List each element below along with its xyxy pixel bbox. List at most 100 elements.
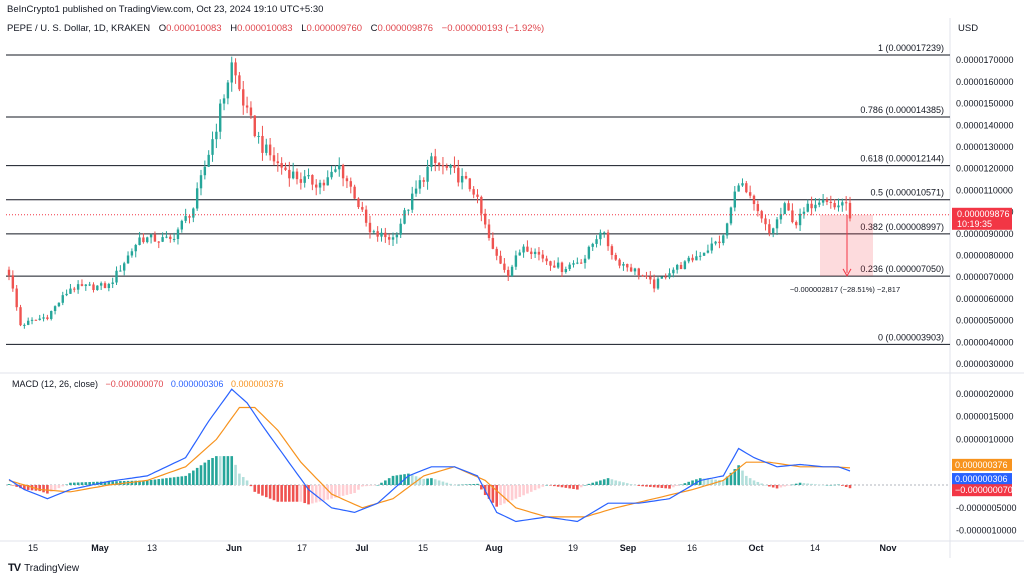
candle-body xyxy=(311,175,314,185)
candle-body xyxy=(234,62,237,76)
macd-histogram-bar xyxy=(176,476,180,485)
macd-histogram-bar xyxy=(345,485,349,495)
macd-histogram-bar xyxy=(314,485,318,503)
candle-body xyxy=(679,264,683,270)
macd-histogram-bar xyxy=(606,478,610,485)
price-tick-label: 0.0000170000 xyxy=(956,55,1014,65)
candle-body xyxy=(341,165,345,179)
macd-histogram-bar xyxy=(280,485,283,502)
macd-histogram-bar xyxy=(664,485,667,489)
macd-histogram-bar xyxy=(798,482,802,485)
candle-body xyxy=(245,105,249,108)
candle-body xyxy=(706,250,710,253)
macd-histogram-bar xyxy=(203,462,207,485)
candle-body xyxy=(364,209,368,223)
candle-body xyxy=(491,238,495,249)
macd-histogram-bar xyxy=(437,480,441,485)
macd-histogram-bar xyxy=(691,480,694,485)
macd-histogram-bar xyxy=(318,485,322,502)
candle-body xyxy=(353,186,356,199)
candle-body xyxy=(844,202,848,204)
macd-histogram-bar xyxy=(92,481,95,485)
candle-body xyxy=(537,251,541,255)
macd-histogram-bar xyxy=(395,475,399,485)
candle-body xyxy=(595,239,598,244)
candle-body xyxy=(222,98,226,104)
macd-histogram-bar xyxy=(833,484,836,486)
macd-histogram-bar xyxy=(806,483,810,485)
candle-body xyxy=(280,163,283,168)
macd-histogram-bar xyxy=(457,484,460,486)
macd-histogram-bar xyxy=(291,485,295,502)
macd-histogram-bar xyxy=(503,485,506,504)
tradingview-logo-icon: TV xyxy=(8,562,21,574)
candle-body xyxy=(430,156,433,167)
candle-body xyxy=(603,232,606,234)
macd-histogram-bar xyxy=(11,485,15,486)
macd-histogram-bar xyxy=(334,485,337,498)
candle-body xyxy=(207,154,210,167)
macd-tick-label: 0.0000015000 xyxy=(956,412,1014,422)
candle-body xyxy=(791,210,794,223)
macd-histogram-bar xyxy=(264,485,268,498)
candle-body xyxy=(219,103,222,132)
time-tick-label: 15 xyxy=(28,543,38,553)
candle-body xyxy=(57,302,61,307)
candle-body xyxy=(96,285,99,290)
fib-level-label: 0.236 (0.000007050) xyxy=(860,264,944,274)
macd-hist-value: −0.000000070 xyxy=(105,379,164,389)
macd-histogram-bar xyxy=(218,456,222,485)
macd-histogram-bar xyxy=(522,485,525,496)
price-tick-label: 0.0000050000 xyxy=(956,316,1014,326)
tradingview-brand[interactable]: TV TradingView xyxy=(8,562,79,574)
macd-histogram-bar xyxy=(652,485,656,488)
macd-histogram-bar xyxy=(253,485,257,492)
candle-body xyxy=(626,264,629,268)
candle-body xyxy=(587,246,591,259)
candle-body xyxy=(30,319,34,321)
macd-histogram-bar xyxy=(599,480,602,485)
time-tick-label: May xyxy=(91,543,109,553)
candle-body xyxy=(748,192,752,196)
macd-histogram-bar xyxy=(303,485,306,504)
candle-body xyxy=(188,216,191,218)
candle-body xyxy=(387,237,391,240)
candle-body xyxy=(775,219,779,229)
candle-body xyxy=(84,284,88,286)
macd-line-value: 0.000000306 xyxy=(955,474,1008,484)
candle-body xyxy=(503,263,506,270)
macd-histogram-bar xyxy=(192,470,195,485)
macd-histogram-bar xyxy=(72,482,76,485)
macd-histogram-bar xyxy=(706,478,710,485)
macd-histogram-bar xyxy=(433,479,437,485)
candle-body xyxy=(687,257,690,262)
candle-body xyxy=(238,75,241,90)
macd-hist-value: −0.000000070 xyxy=(955,485,1013,495)
macd-histogram-bar xyxy=(741,470,744,485)
candle-body xyxy=(46,317,49,319)
candle-body xyxy=(806,203,809,212)
candle-body xyxy=(818,202,821,205)
macd-histogram-bar xyxy=(702,478,706,485)
candle-body xyxy=(745,183,748,193)
candle-body xyxy=(572,263,575,265)
macd-histogram-bar xyxy=(499,485,502,506)
candle-body xyxy=(276,161,280,164)
candle-body xyxy=(445,165,448,168)
close-value: 0.000009876 xyxy=(377,23,434,34)
candle-body xyxy=(606,232,610,247)
macd-histogram-bar xyxy=(614,480,618,485)
candle-body xyxy=(226,82,230,99)
candle-body xyxy=(480,196,483,214)
macd-histogram-bar xyxy=(153,479,157,485)
candle-body xyxy=(760,211,763,219)
macd-histogram-bar xyxy=(814,484,817,485)
macd-histogram-bar xyxy=(295,485,299,502)
macd-histogram-bar xyxy=(326,485,330,500)
macd-histogram-bar xyxy=(829,485,833,486)
candle-body xyxy=(149,234,153,238)
high-value: 0.000010083 xyxy=(237,23,293,34)
macd-histogram-bar xyxy=(49,485,53,492)
candle-body xyxy=(27,320,30,325)
